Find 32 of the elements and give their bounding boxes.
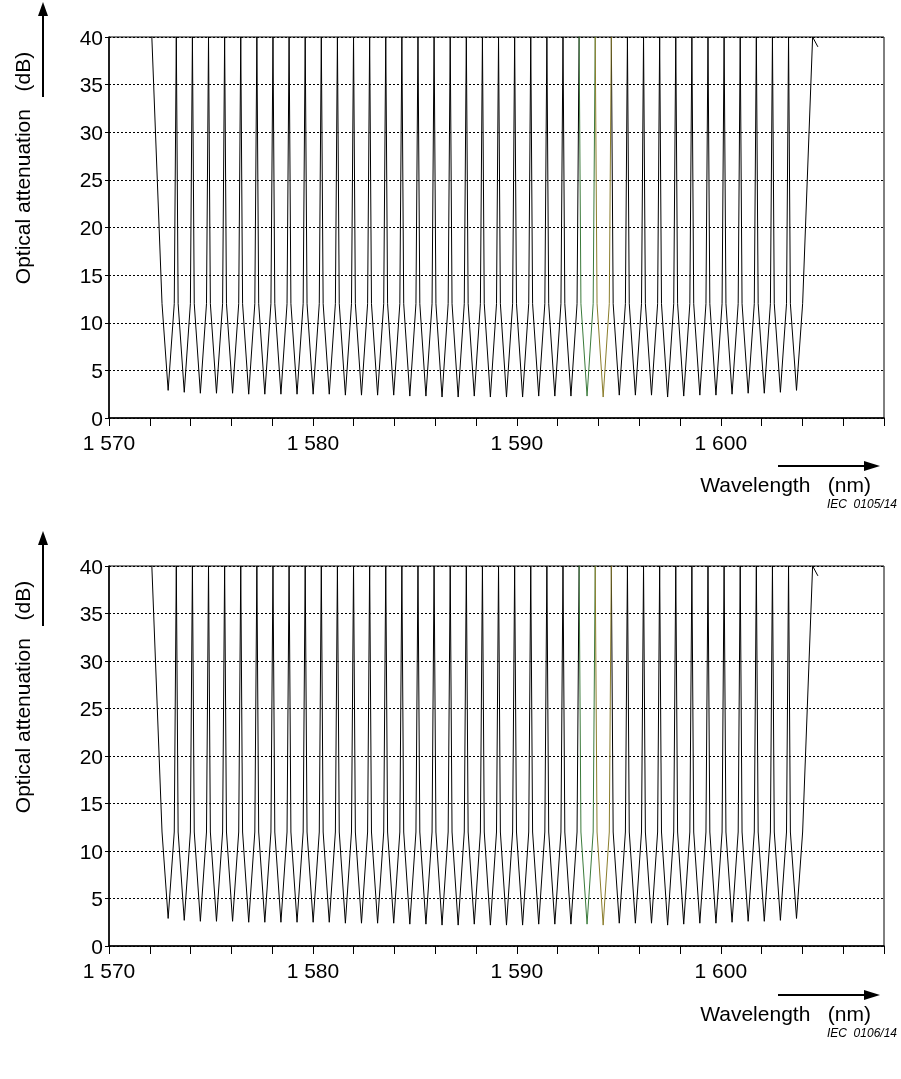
text: IEC 0106/14 — [826, 1026, 898, 1040]
x-axis-title: Wavelength (nm) — [700, 473, 871, 496]
y-tick-label: 10 — [79, 311, 103, 335]
x-tick-label: 1 600 — [694, 959, 748, 982]
x-tick-label: 1 600 — [694, 431, 748, 454]
y-tick-label: 15 — [79, 263, 103, 287]
y-axis-title: Optical attenuation (dB) — [10, 580, 34, 814]
text: IEC 0105/14 — [826, 497, 898, 511]
y-tick-label: 0 — [91, 406, 103, 430]
x-tick-label: 1 590 — [490, 959, 544, 982]
y-tick-label: 25 — [79, 168, 103, 192]
y-tick-label: 35 — [79, 73, 103, 97]
y-tick-label: 5 — [91, 887, 103, 910]
y-axis-title: Optical attenuation (dB) — [10, 51, 34, 285]
y-tick-label: 30 — [79, 649, 103, 673]
y-tick-label: 30 — [79, 120, 103, 144]
y-tick-label: 40 — [79, 554, 103, 578]
y-tick-label: 0 — [91, 934, 103, 958]
y-tick-label: 5 — [91, 358, 103, 382]
x-tick-label: 1 580 — [286, 431, 340, 454]
y-tick-label: 40 — [79, 25, 103, 49]
x-tick-label: 1 570 — [82, 431, 136, 454]
x-axis-title: Wavelength (nm) — [700, 1002, 871, 1025]
y-tick-label: 20 — [79, 216, 103, 239]
y-tick-label: 20 — [79, 744, 103, 768]
x-tick-label: 1 580 — [286, 959, 340, 982]
y-tick-label: 35 — [79, 602, 103, 625]
y-tick-label: 25 — [79, 697, 103, 720]
y-tick-label: 10 — [79, 839, 103, 863]
y-tick-label: 15 — [79, 792, 103, 815]
x-tick-label: 1 590 — [490, 431, 544, 454]
x-tick-label: 1 570 — [82, 959, 136, 982]
